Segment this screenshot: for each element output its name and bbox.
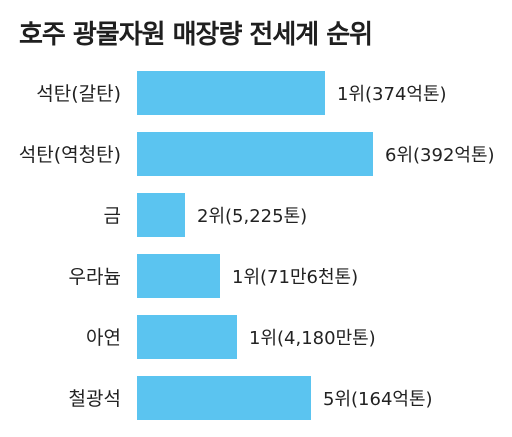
category-label: 금 <box>104 205 121 227</box>
bar <box>137 376 311 420</box>
data-label: 5위(164억톤) <box>323 389 433 410</box>
chart-title: 호주 광물자원 매장량 전세계 순위 <box>19 20 373 50</box>
bar <box>137 254 220 298</box>
category-label: 석탄(역청탄) <box>19 144 121 166</box>
bar <box>137 132 373 176</box>
bar <box>137 71 325 115</box>
data-label: 2위(5,225톤) <box>197 206 307 227</box>
category-label: 우라늄 <box>69 266 121 288</box>
bar <box>137 315 237 359</box>
category-label: 석탄(갈탄) <box>36 83 121 105</box>
category-label: 아연 <box>86 327 121 349</box>
category-label: 철광석 <box>69 388 121 410</box>
data-label: 1위(374억톤) <box>337 84 447 105</box>
bar <box>137 193 185 237</box>
data-label: 6위(392억톤) <box>385 145 495 166</box>
data-label: 1위(4,180만톤) <box>249 328 376 349</box>
data-label: 1위(71만6천톤) <box>232 267 358 288</box>
